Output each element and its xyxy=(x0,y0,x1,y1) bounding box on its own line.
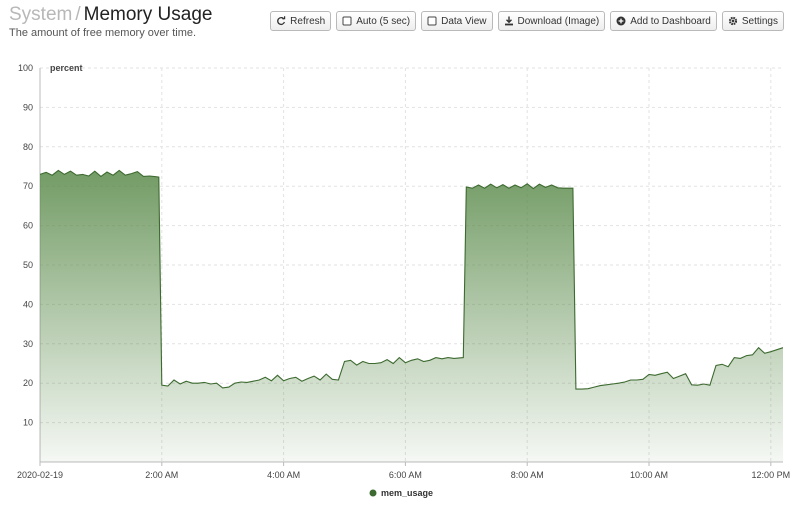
x-tick-label: 6:00 AM xyxy=(389,470,422,480)
legend-marker xyxy=(369,489,377,497)
settings-label: Settings xyxy=(741,15,778,27)
data-view-label: Data View xyxy=(441,15,487,27)
refresh-label: Refresh xyxy=(290,15,326,27)
x-tick-label: 2:00 AM xyxy=(145,470,178,480)
auto-refresh-label: Auto (5 sec) xyxy=(356,15,411,27)
checkbox-icon xyxy=(342,16,352,26)
x-tick-label: 4:00 AM xyxy=(267,470,300,480)
y-tick-label: 40 xyxy=(23,299,33,309)
breadcrumb-system[interactable]: System xyxy=(9,4,73,25)
gear-icon xyxy=(728,16,738,26)
chart-toolbar: Refresh Auto (5 sec) Data View Download … xyxy=(270,11,784,31)
breadcrumb-separator: / xyxy=(75,4,81,25)
x-tick-label: 2020-02-19 xyxy=(17,470,63,480)
refresh-icon xyxy=(276,16,286,26)
series-line-mem-usage xyxy=(39,169,784,390)
memory-usage-chart: 10 20 30 40 50 60 70 80 90 100 2020-02-19 2:00 AM 4:… xyxy=(17,63,791,498)
page-title: System / Memory Usage xyxy=(9,4,212,26)
y-tick-label: 20 xyxy=(23,378,33,388)
y-tick-label: 70 xyxy=(23,181,33,191)
legend-label: mem_usage xyxy=(381,488,433,498)
y-tick-label: 100 xyxy=(18,63,33,73)
y-tick-label: 50 xyxy=(23,260,33,270)
chart-subtitle: The amount of free memory over time. xyxy=(9,27,197,39)
download-label: Download (Image) xyxy=(517,15,600,27)
y-tick-label: 60 xyxy=(23,221,33,231)
x-tick-label: 8:00 AM xyxy=(511,470,544,480)
settings-button[interactable]: Settings xyxy=(721,11,784,31)
refresh-button[interactable]: Refresh xyxy=(270,11,332,31)
y-tick-label: 90 xyxy=(23,102,33,112)
y-tick-label: 30 xyxy=(23,339,33,349)
y-tick-label: 10 xyxy=(23,418,33,428)
add-to-dashboard-button[interactable]: Add to Dashboard xyxy=(610,11,717,31)
chart-title: Memory Usage xyxy=(83,4,213,25)
series-area-mem-usage xyxy=(40,170,783,462)
add-to-dashboard-label: Add to Dashboard xyxy=(630,15,711,27)
y-tick-label: 80 xyxy=(23,142,33,152)
download-image-button[interactable]: Download (Image) xyxy=(497,11,606,31)
x-tick-label: 10:00 AM xyxy=(630,470,668,480)
download-icon xyxy=(504,16,514,26)
checkbox-icon xyxy=(427,16,437,26)
y-axis-label: percent xyxy=(50,63,83,73)
x-tick-label: 12:00 PM xyxy=(752,470,791,480)
plus-circle-icon xyxy=(616,16,626,26)
chart-header: System / Memory Usage The amount of free m… xyxy=(9,4,212,39)
auto-refresh-toggle[interactable]: Auto (5 sec) xyxy=(336,11,417,31)
data-view-toggle[interactable]: Data View xyxy=(421,11,493,31)
